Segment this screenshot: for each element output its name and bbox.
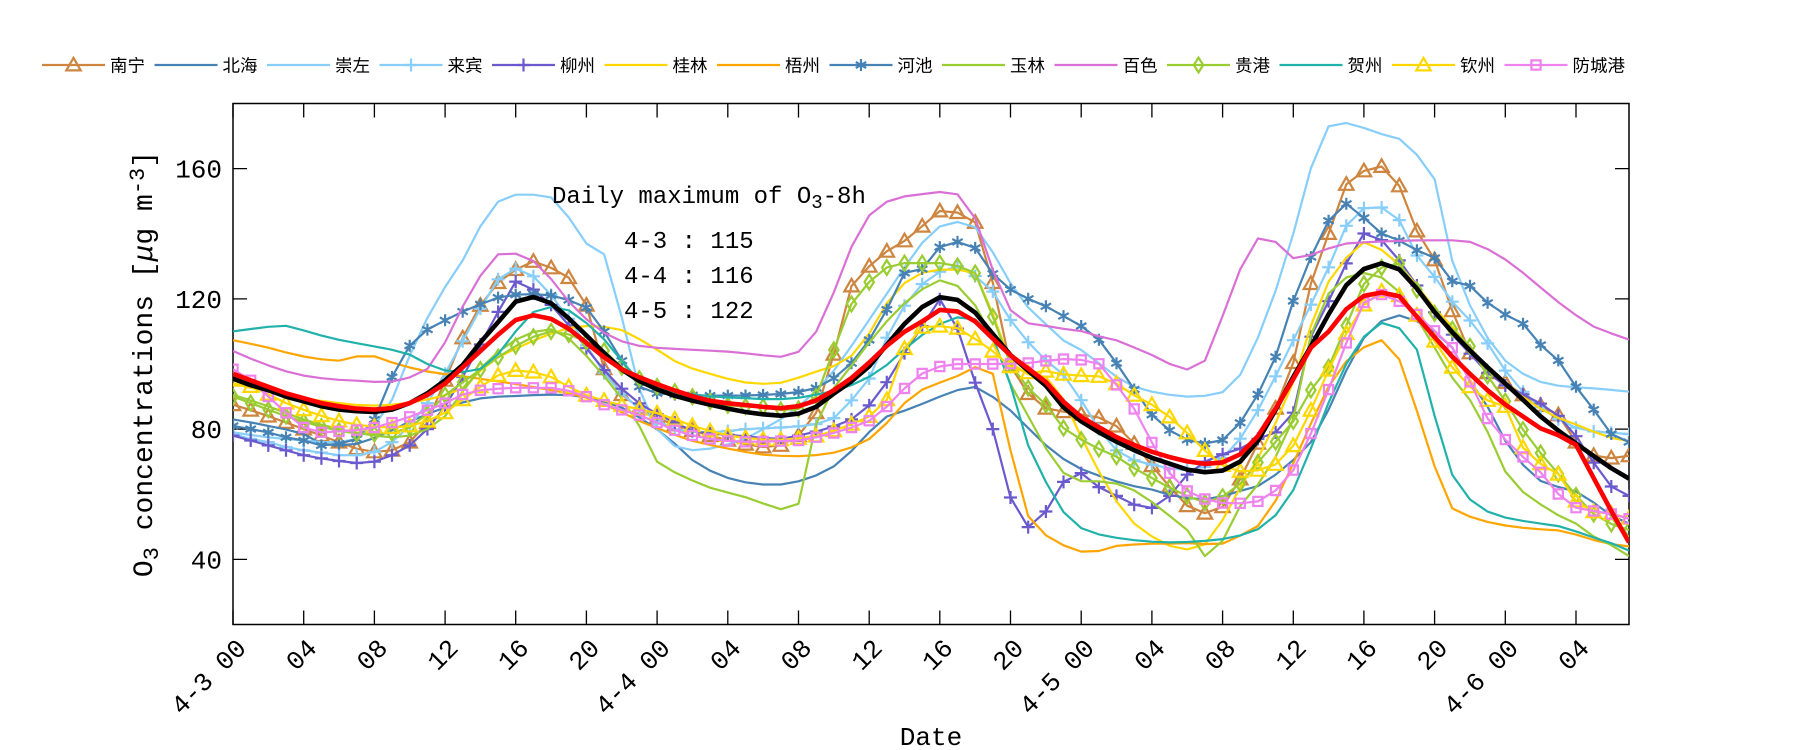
svg-text:4-4 : 116: 4-4 : 116: [624, 264, 754, 291]
svg-text:4-5 : 122: 4-5 : 122: [624, 299, 754, 326]
svg-text:160: 160: [175, 156, 222, 186]
svg-text:120: 120: [175, 286, 222, 316]
svg-text:4-3 : 115: 4-3 : 115: [624, 229, 754, 256]
svg-text:Date: Date: [900, 723, 962, 750]
svg-text:O3 concentrations [μg m-3]: O3 concentrations [μg m-3]: [126, 151, 165, 577]
svg-text:40: 40: [191, 546, 222, 576]
svg-text:80: 80: [191, 416, 222, 446]
